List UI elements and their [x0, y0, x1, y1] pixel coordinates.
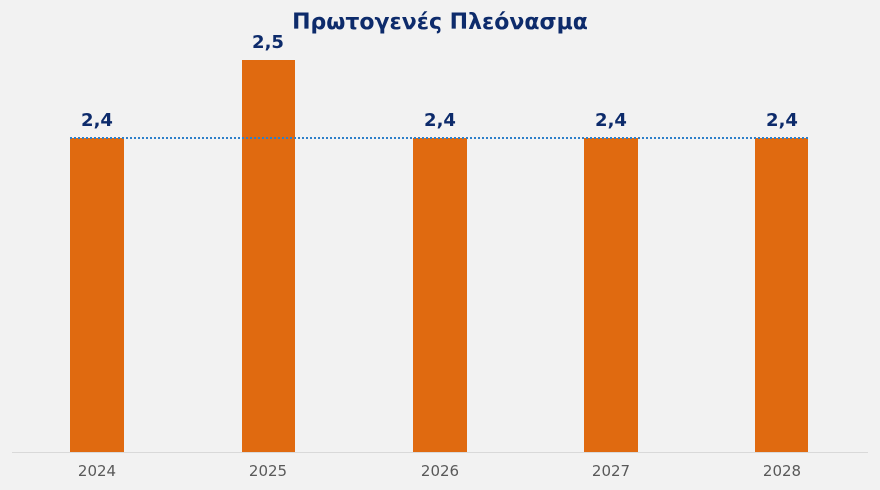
x-tick-2026: 2026	[420, 462, 460, 480]
bar-2027	[584, 138, 638, 452]
value-label-2027: 2,4	[595, 110, 627, 131]
x-tick-2025: 2025	[248, 462, 288, 480]
x-tick-2024: 2024	[77, 462, 117, 480]
value-label-2026: 2,4	[424, 110, 456, 131]
reference-line	[70, 137, 808, 139]
bar-2028	[755, 138, 808, 452]
bar-2026	[413, 138, 467, 452]
chart-title: Πρωτογενές Πλεόνασμα	[0, 10, 880, 35]
value-label-2025: 2,5	[252, 32, 284, 53]
x-tick-2027: 2027	[591, 462, 631, 480]
value-label-2028: 2,4	[766, 110, 798, 131]
value-label-2024: 2,4	[81, 110, 113, 131]
chart-title-text: Πρωτογενές Πλεόνασμα	[292, 10, 588, 35]
x-tick-2028: 2028	[762, 462, 802, 480]
bar-2024	[70, 138, 124, 452]
x-axis-line	[12, 452, 868, 453]
bar-2025	[242, 60, 295, 452]
